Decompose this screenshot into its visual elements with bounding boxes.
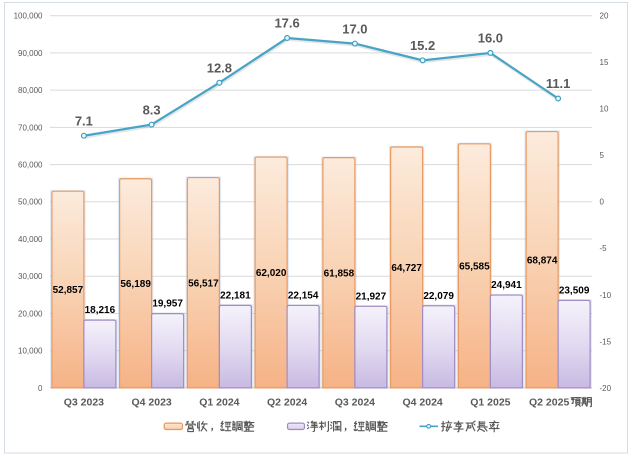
- svg-text:61,858: 61,858: [324, 268, 355, 279]
- svg-text:10,000: 10,000: [18, 347, 43, 356]
- svg-text:Q2 2024: Q2 2024: [267, 396, 307, 408]
- svg-text:16.0: 16.0: [478, 31, 503, 46]
- svg-text:0: 0: [38, 384, 43, 393]
- svg-text:22,181: 22,181: [220, 290, 251, 301]
- svg-text:64,727: 64,727: [391, 263, 422, 274]
- svg-text:22,079: 22,079: [423, 291, 454, 302]
- svg-text:15.2: 15.2: [410, 38, 435, 53]
- svg-text:80,000: 80,000: [18, 86, 43, 95]
- svg-text:65,585: 65,585: [459, 261, 490, 272]
- svg-text:40,000: 40,000: [18, 235, 43, 244]
- svg-text:Q4 2024: Q4 2024: [402, 396, 442, 408]
- svg-text:Q4 2023: Q4 2023: [131, 396, 171, 408]
- svg-text:21,927: 21,927: [356, 291, 387, 302]
- svg-text:24,941: 24,941: [491, 280, 522, 291]
- svg-text:0: 0: [600, 198, 605, 207]
- svg-text:20: 20: [600, 12, 609, 21]
- svg-text:56,517: 56,517: [188, 278, 219, 289]
- svg-text:17.6: 17.6: [274, 16, 299, 31]
- svg-text:22,154: 22,154: [288, 291, 319, 302]
- svg-text:20,000: 20,000: [18, 309, 43, 318]
- svg-text:50,000: 50,000: [18, 198, 43, 207]
- svg-text:12.8: 12.8: [207, 60, 232, 75]
- svg-text:10: 10: [600, 105, 609, 114]
- svg-text:23,509: 23,509: [559, 286, 590, 297]
- svg-text:15: 15: [600, 58, 609, 67]
- svg-text:90,000: 90,000: [18, 49, 43, 58]
- svg-text:56,189: 56,189: [120, 279, 151, 290]
- svg-text:-5: -5: [600, 244, 608, 253]
- svg-text:7.1: 7.1: [75, 113, 93, 128]
- svg-text:5: 5: [600, 151, 605, 160]
- svg-text:70,000: 70,000: [18, 123, 43, 132]
- svg-text:Q3 2024: Q3 2024: [335, 396, 375, 408]
- svg-text:100,000: 100,000: [14, 12, 43, 21]
- svg-text:-20: -20: [600, 384, 612, 393]
- svg-text:Q1 2025: Q1 2025: [470, 396, 510, 408]
- svg-text:Q3 2023: Q3 2023: [64, 396, 104, 408]
- svg-text:Q2 2025: Q2 2025: [529, 396, 569, 408]
- svg-text:17.0: 17.0: [342, 21, 367, 36]
- svg-text:Q1 2024: Q1 2024: [199, 396, 239, 408]
- svg-text:18,216: 18,216: [85, 305, 116, 316]
- svg-text:68,874: 68,874: [527, 255, 558, 266]
- svg-text:52,857: 52,857: [53, 285, 84, 296]
- svg-text:60,000: 60,000: [18, 160, 43, 169]
- svg-text:11.1: 11.1: [546, 76, 571, 91]
- svg-text:62,020: 62,020: [256, 268, 287, 279]
- svg-text:30,000: 30,000: [18, 272, 43, 281]
- svg-text:-15: -15: [600, 337, 612, 346]
- svg-text:8.3: 8.3: [143, 102, 161, 117]
- svg-text:-10: -10: [600, 291, 612, 300]
- svg-text:19,957: 19,957: [152, 299, 183, 310]
